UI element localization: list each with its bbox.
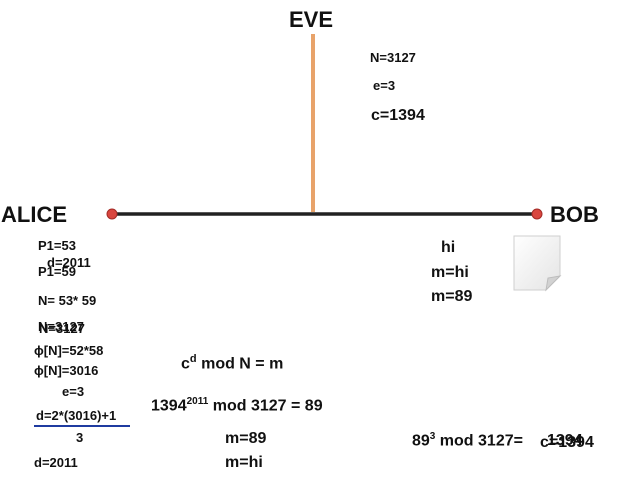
decrypt-formula-rest: mod N = m [196,355,284,373]
decrypt-calc-rest: mod 3127 = 89 [208,397,323,415]
decrypt-formula: cd mod N = m [181,354,283,372]
bob-enc-result-a: 1394 [547,432,583,449]
bob-enc-exp: 3 [429,431,436,442]
alice-endpoint-dot [106,208,118,220]
alice-d-numerator: d=2*(3016)+1 [36,408,117,423]
bob-enc-result-b: c=1394 [540,434,594,451]
alice-d-final: d=2011 [34,455,78,470]
alice-d-denominator: 3 [76,430,84,445]
decrypt-formula-base: c [181,355,190,373]
decrypt-m-text: m=hi [225,454,263,471]
alice-n-overlap-b: N=3127 [39,321,85,336]
alice-d-overlap: d=2011 [47,255,91,270]
alice-phi-expr: ϕ[N]=52*58 [34,343,104,358]
alice-p1b: P1=59 [38,264,76,279]
decrypt-calc-exp: 2011 [186,396,209,407]
bob-endpoint-dot [531,208,543,220]
bob-m-num: m=89 [431,288,473,305]
bob-enc-base: 89 [412,432,430,450]
alice-phi-value: ϕ[N]=3016 [34,363,99,378]
bob-title: BOB [550,202,599,227]
decrypt-m-num: m=89 [225,430,267,447]
bob-enc-rest: mod 3127= [435,432,523,450]
alice-e: e=3 [62,384,85,399]
eve-c: c=1394 [371,107,425,124]
note-icon [513,235,562,292]
alice-title: ALICE [1,202,67,227]
eve-n: N=3127 [370,50,416,65]
alice-n-overlap-a: N=3127 [38,319,84,334]
bob-m-text: m=hi [431,264,469,281]
alice-n-product: N= 53* 59 [38,293,97,308]
decrypt-calc-base: 1394 [151,397,187,415]
eve-e: e=3 [373,78,396,93]
alice-p1a: P1=53 [38,238,76,253]
decrypt-formula-exp: d [189,353,197,365]
eve-title: EVE [289,7,334,32]
bob-encryption: 893 mod 3127= [412,432,523,449]
bob-msg: hi [441,239,456,256]
fraction-bar [34,425,130,427]
decrypt-calculation: 13942011 mod 3127 = 89 [151,397,323,414]
